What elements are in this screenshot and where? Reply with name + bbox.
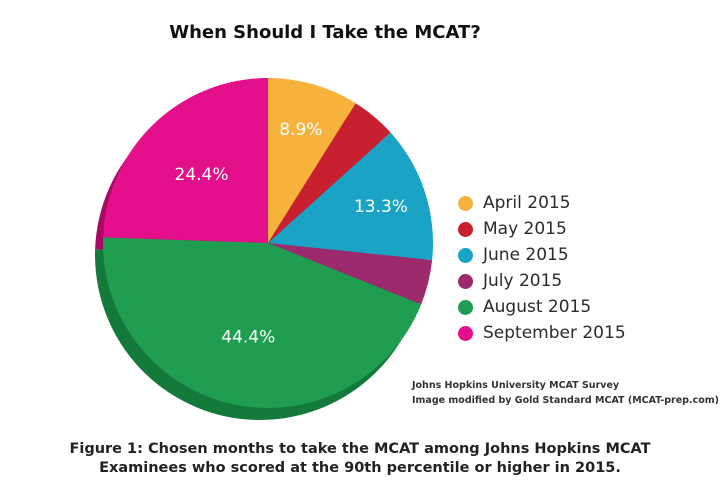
caption-line-1: Figure 1: Chosen months to take the MCAT…	[69, 441, 651, 457]
pie-slice-june-2015	[268, 132, 433, 261]
legend-swatch	[458, 195, 473, 211]
pie-slice-may-2015	[268, 103, 391, 243]
legend-label: September 2015	[483, 323, 626, 343]
legend-item-june-2015: June 2015	[458, 242, 626, 268]
legend-swatch	[458, 325, 473, 341]
legend-item-april-2015: April 2015	[458, 190, 626, 216]
legend-item-may-2015: May 2015	[458, 216, 626, 242]
slice-label-august-2015: 44.4%	[221, 328, 275, 348]
slice-label-june-2015: 13.3%	[354, 197, 408, 217]
pie-labels: 8.9% 13.3% 44.4% 24.4%	[175, 120, 408, 348]
pie-slice-september-2015	[103, 78, 268, 243]
pie-slice-july-2015	[268, 243, 433, 305]
pie-slices	[102, 78, 433, 408]
legend-label: April 2015	[483, 193, 571, 213]
legend: April 2015 May 2015 June 2015 July 2015 Augu…	[458, 190, 626, 346]
legend-label: August 2015	[483, 297, 592, 317]
legend-swatch	[458, 221, 473, 237]
legend-label: June 2015	[483, 245, 569, 265]
source-note: Johns Hopkins University MCAT Survey Ima…	[412, 378, 719, 408]
legend-item-july-2015: July 2015	[458, 268, 626, 294]
chart-title: When Should I Take the MCAT?	[169, 22, 481, 43]
legend-label: July 2015	[483, 271, 563, 291]
legend-item-september-2015: September 2015	[458, 320, 626, 346]
legend-label: May 2015	[483, 219, 567, 239]
source-line-1: Johns Hopkins University MCAT Survey	[412, 380, 620, 391]
slice-label-april-2015: 8.9%	[279, 120, 322, 140]
figure-caption: Figure 1: Chosen months to take the MCAT…	[0, 440, 720, 478]
legend-swatch	[458, 299, 473, 315]
legend-swatch	[458, 247, 473, 263]
slice-label-september-2015: 24.4%	[175, 165, 229, 185]
legend-item-august-2015: August 2015	[458, 294, 626, 320]
pie-slice-august-2015	[102, 237, 422, 408]
caption-line-2: Examinees who scored at the 90th percent…	[99, 460, 621, 476]
source-line-2: Image modified by Gold Standard MCAT (MC…	[412, 395, 719, 406]
legend-swatch	[458, 273, 473, 289]
pie-slice-april-2015	[268, 78, 356, 243]
